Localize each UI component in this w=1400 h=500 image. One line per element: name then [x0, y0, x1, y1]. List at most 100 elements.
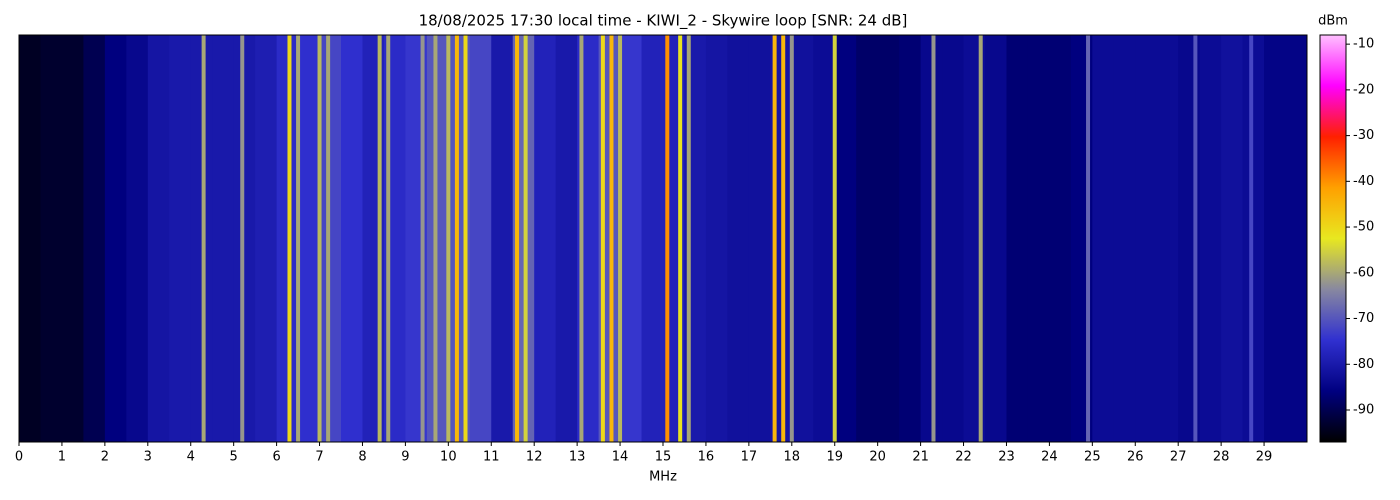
background-column	[1092, 35, 1115, 442]
background-column	[40, 35, 63, 442]
x-tick-label: 2	[101, 450, 109, 465]
x-tick-label: 5	[230, 450, 238, 465]
x-tick-label: 18	[784, 450, 801, 465]
background-column	[147, 35, 170, 442]
background-column	[1199, 35, 1222, 442]
carrier-line	[446, 35, 451, 442]
x-tick-label: 9	[401, 450, 409, 465]
carrier-line	[454, 35, 459, 442]
background-column	[298, 35, 321, 442]
carrier-line	[931, 35, 936, 442]
background-column	[813, 35, 836, 442]
x-tick-label: 24	[1041, 450, 1058, 465]
background-column	[641, 35, 664, 442]
carrier-line	[1249, 35, 1254, 442]
background-column	[942, 35, 965, 442]
x-tick-label: 8	[358, 450, 366, 465]
x-tick-label: 20	[869, 450, 886, 465]
carrier-line	[1086, 35, 1091, 442]
background-column	[319, 35, 342, 442]
x-tick-label: 26	[1127, 450, 1144, 465]
carrier-line	[609, 35, 614, 442]
carrier-line	[789, 35, 794, 442]
background-column	[255, 35, 278, 442]
x-tick-label: 27	[1170, 450, 1187, 465]
carrier-line	[832, 35, 837, 442]
colorbar-tick-label: -40	[1353, 174, 1374, 189]
x-tick-label: 16	[698, 450, 715, 465]
x-tick-label: 25	[1084, 450, 1101, 465]
background-column	[1221, 35, 1244, 442]
background-column	[491, 35, 514, 442]
x-tick-label: 19	[826, 450, 843, 465]
background-column	[727, 35, 750, 442]
background-column	[19, 35, 41, 442]
x-tick-label: 23	[998, 450, 1015, 465]
x-tick-label: 10	[440, 450, 457, 465]
plot-area	[19, 35, 1308, 442]
background-column	[426, 35, 449, 442]
x-tick-label: 3	[144, 450, 152, 465]
carrier-line	[515, 35, 520, 442]
carrier-line	[618, 35, 623, 442]
background-column	[1135, 35, 1158, 442]
carrier-line	[772, 35, 777, 442]
background-column	[534, 35, 557, 442]
x-tick-label: 1	[58, 450, 66, 465]
background-column	[705, 35, 728, 442]
background-column	[212, 35, 235, 442]
background-column	[1006, 35, 1029, 442]
background-column	[791, 35, 814, 442]
x-tick-label: 7	[315, 450, 323, 465]
colorbar-tick-label: -60	[1353, 265, 1374, 280]
background-column	[856, 35, 879, 442]
x-tick-label: 14	[612, 450, 629, 465]
x-tick-label: 15	[655, 450, 672, 465]
colorbar-label: dBm	[1318, 14, 1348, 29]
x-tick-label: 0	[15, 450, 23, 465]
carrier-line	[781, 35, 786, 442]
x-tick-label: 12	[526, 450, 543, 465]
background-column	[1285, 35, 1308, 442]
background-column	[169, 35, 192, 442]
colorbar-tick-label: -70	[1353, 311, 1374, 326]
carrier-line	[686, 35, 691, 442]
background-column	[104, 35, 127, 442]
carrier-line	[296, 35, 301, 442]
background-column	[61, 35, 84, 442]
x-tick-label: 28	[1213, 450, 1230, 465]
carrier-line	[579, 35, 584, 442]
background-column	[341, 35, 363, 442]
colorbar-tick-label: -80	[1353, 357, 1374, 372]
colorbar-tick-label: -20	[1353, 82, 1374, 97]
x-tick-label: 6	[272, 450, 280, 465]
carrier-line	[978, 35, 983, 442]
carrier-line	[463, 35, 468, 442]
x-tick-label: 4	[187, 450, 195, 465]
carrier-line	[240, 35, 245, 442]
background-column	[83, 35, 106, 442]
x-tick-label: 11	[483, 450, 500, 465]
background-column	[877, 35, 900, 442]
carrier-line	[317, 35, 322, 442]
colorbar-tick-label: -10	[1353, 37, 1374, 52]
x-tick-label: 13	[569, 450, 586, 465]
background-column	[555, 35, 578, 442]
carrier-line	[377, 35, 382, 442]
background-column	[620, 35, 643, 442]
x-tick-label: 21	[912, 450, 929, 465]
carrier-line	[386, 35, 391, 442]
x-axis-label: MHz	[649, 470, 677, 485]
background-column	[1156, 35, 1179, 442]
colorbar-tick-label: -90	[1353, 402, 1374, 417]
background-column	[834, 35, 857, 442]
background-column	[233, 35, 256, 442]
colorbar-tick-label: -30	[1353, 128, 1374, 143]
background-column	[469, 35, 492, 442]
carrier-line	[678, 35, 683, 442]
carrier-line	[326, 35, 331, 442]
carrier-line	[523, 35, 528, 442]
carrier-line	[600, 35, 605, 442]
background-column	[1242, 35, 1265, 442]
